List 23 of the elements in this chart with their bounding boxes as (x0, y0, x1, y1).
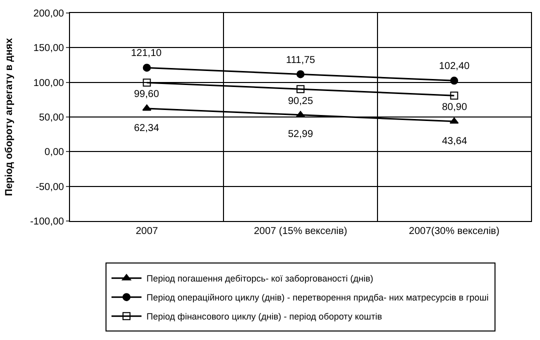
data-label: 102,40 (439, 61, 470, 72)
x-tick-label: 2007 (15% векселів) (254, 226, 348, 237)
data-label: 90,25 (288, 96, 314, 107)
y-tick-label: 150,00 (33, 43, 64, 54)
data-label: 43,64 (442, 136, 468, 147)
y-tick-label: -50,00 (36, 182, 64, 193)
x-tick-label: 2007(30% векселів) (408, 226, 500, 237)
y-tick-label: 0,00 (44, 147, 64, 158)
data-label: 121,10 (131, 48, 162, 59)
data-label: 80,90 (442, 102, 468, 113)
data-label: 111,75 (286, 55, 316, 66)
y-tick-label: 50,00 (38, 112, 64, 124)
legend-label: Період операційного циклу (днів) - перетворення придба- них матресурсів в гроші (146, 292, 489, 303)
legend-label: Період погашення дебіторсь- кої заборгованості (днів) (146, 274, 374, 284)
x-tick-label: 2007 (136, 226, 158, 237)
data-label: 99,60 (134, 89, 160, 100)
y-tick-label: -100,00 (30, 216, 64, 228)
y-axis-title: Період обороту агрегату в днях (4, 38, 16, 196)
legend-label: Період фінансового циклу (днів) - період обороту коштів (146, 312, 382, 322)
data-label: 52,99 (288, 129, 314, 140)
data-label: 62,34 (134, 123, 160, 134)
y-tick-label: 100,00 (33, 78, 64, 89)
y-tick-label: 200,00 (33, 8, 64, 20)
